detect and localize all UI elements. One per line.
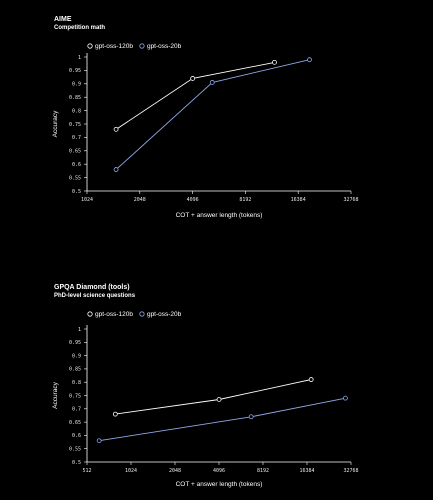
- data-point: [113, 126, 119, 132]
- legend-label: gpt-oss-20b: [147, 311, 182, 318]
- y-tick-label: 0.55: [69, 447, 81, 453]
- series-line: [115, 59, 310, 170]
- legend-marker: [87, 311, 93, 317]
- series-line: [115, 379, 312, 415]
- data-point: [112, 411, 118, 417]
- data-point: [272, 59, 277, 65]
- y-tick-label: 0.85: [69, 95, 81, 101]
- y-tick-label: 0.65: [69, 420, 81, 426]
- data-point: [113, 167, 119, 172]
- x-tick-label: 8192: [239, 197, 251, 203]
- legend-label: gpt-oss-120b: [95, 43, 133, 50]
- x-tick-label: 4096: [187, 197, 199, 203]
- aime-chart-panel: AIME Competition math 0.5 0.55 0.6 0.65 0.7 0…: [52, 16, 359, 219]
- data-point: [216, 397, 222, 402]
- y-tick-label: 0.95: [69, 68, 81, 74]
- x-tick-label: 2048: [169, 468, 181, 474]
- y-tick-label: 0.9: [72, 353, 81, 359]
- y-tick-label: 0.5: [72, 189, 81, 195]
- x-axis-label: COT + answer length (tokens): [176, 212, 263, 219]
- y-tick-label: 0.8: [72, 380, 81, 386]
- x-tick-label: 512: [82, 468, 91, 474]
- series-line: [115, 61, 275, 130]
- legend-marker: [139, 311, 145, 317]
- y-axis-label: Accuracy: [52, 381, 59, 408]
- x-tick-label: 32768: [343, 197, 358, 203]
- y-tick-label: 0.8: [72, 108, 81, 114]
- y-tick-label: 0.9: [72, 82, 81, 88]
- series-line: [99, 397, 346, 442]
- x-tick-label: 8192: [257, 468, 269, 474]
- y-tick-label: 0.85: [69, 367, 81, 373]
- aime-chart: 0.5 0.55 0.6 0.65 0.7 0.75 0.8 0.85 0.9 0.95 1 1024…: [52, 43, 359, 219]
- y-tick-label: 0.95: [69, 340, 81, 346]
- legend-marker: [139, 43, 145, 49]
- data-point: [190, 76, 196, 81]
- y-tick-label: 0.7: [72, 407, 81, 413]
- x-tick-label: 1024: [125, 468, 137, 474]
- chart-subtitle: Competition math: [54, 25, 105, 31]
- data-point: [308, 377, 314, 382]
- y-tick-label: 0.7: [72, 135, 81, 141]
- data-point: [96, 438, 102, 444]
- legend-label: gpt-oss-120b: [95, 311, 133, 318]
- chart-title: GPQA Diamond (tools): [54, 284, 130, 291]
- x-tick-label: 16384: [299, 468, 314, 474]
- y-tick-label: 1: [78, 55, 81, 61]
- data-point: [209, 80, 215, 85]
- x-tick-label: 16384: [291, 197, 306, 203]
- y-tick-label: 0.65: [69, 149, 81, 155]
- gpqa-chart: 0.5 0.55 0.6 0.65 0.7 0.75 0.8 0.85 0.9 0.95 1 512 1…: [52, 311, 359, 488]
- y-axis-label: Accuracy: [52, 110, 59, 137]
- data-point: [307, 57, 312, 63]
- x-tick-label: 4096: [213, 468, 225, 474]
- y-tick-label: 0.55: [69, 175, 81, 181]
- y-tick-label: 0.6: [72, 162, 81, 168]
- legend-label: gpt-oss-20b: [147, 43, 182, 50]
- y-tick-label: 0.75: [69, 393, 81, 399]
- y-tick-label: 1: [78, 327, 81, 333]
- x-tick-label: 32768: [343, 468, 358, 474]
- chart-subtitle: PhD-level science questions: [54, 293, 136, 299]
- x-tick-label: 1024: [81, 197, 93, 203]
- gpqa-chart-panel: GPQA Diamond (tools) PhD-level science q…: [0, 250, 433, 500]
- chart-title: AIME: [54, 16, 72, 23]
- y-tick-label: 0.5: [72, 460, 81, 466]
- x-tick-label: 2048: [134, 197, 146, 203]
- data-point: [342, 395, 348, 401]
- y-tick-label: 0.6: [72, 433, 81, 439]
- legend-marker: [87, 43, 93, 49]
- y-tick-label: 0.75: [69, 122, 81, 128]
- x-axis-label: COT + answer length (tokens): [176, 481, 263, 488]
- data-point: [248, 414, 254, 420]
